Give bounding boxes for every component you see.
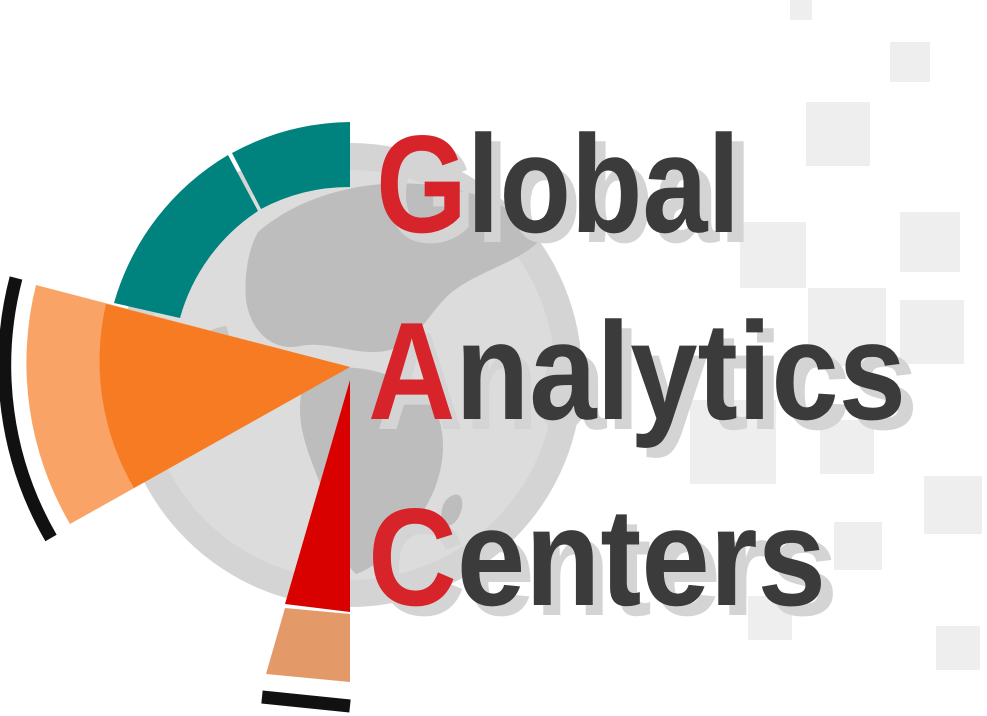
- red-wedge: [285, 380, 350, 612]
- bg-square: [924, 476, 982, 534]
- title-rest-global: lobal: [467, 107, 740, 262]
- orange-wedge-inner: [99, 304, 350, 488]
- tan-segment: [266, 608, 350, 682]
- bg-square: [820, 420, 874, 474]
- bg-square: [748, 596, 792, 640]
- bg-square: [740, 222, 806, 288]
- continent-shape: [245, 183, 540, 353]
- background-squares: [690, 0, 982, 670]
- title-initial-g: G: [376, 107, 467, 262]
- title-line-analytics: Analytics: [368, 294, 906, 449]
- bg-square: [890, 42, 930, 82]
- title-shadow-line-2: Analytics: [376, 304, 918, 459]
- globe: [118, 143, 582, 607]
- bg-square: [690, 400, 776, 484]
- black-arc-bottom: [261, 690, 351, 713]
- bg-square: [834, 522, 882, 570]
- bg-square: [900, 212, 960, 272]
- title-initial-a: A: [368, 294, 455, 449]
- title-rest-analytics: nalytics: [455, 294, 906, 449]
- title-line-centers: Centers: [368, 480, 826, 635]
- teal-arc: [114, 122, 350, 318]
- bg-square: [790, 0, 812, 20]
- teal-segment: [232, 122, 350, 209]
- teal-segment: [114, 155, 258, 318]
- title-initial-c: C: [368, 480, 457, 635]
- title-shadow: Global Analytics Centers: [376, 117, 918, 645]
- bg-square: [806, 102, 870, 166]
- title-shadow-line-1: Global: [384, 117, 752, 272]
- title-shadow-line-3: Centers: [376, 490, 838, 645]
- orange-wedge: [26, 285, 351, 524]
- title: Global Analytics Centers: [368, 107, 906, 635]
- title-rest-centers: enters: [457, 480, 826, 635]
- bg-square: [808, 288, 886, 366]
- black-arc-left: [0, 276, 57, 542]
- bg-square: [936, 626, 980, 670]
- island-shape: [441, 494, 463, 526]
- bg-square: [900, 300, 964, 364]
- title-line-global: Global: [376, 107, 740, 262]
